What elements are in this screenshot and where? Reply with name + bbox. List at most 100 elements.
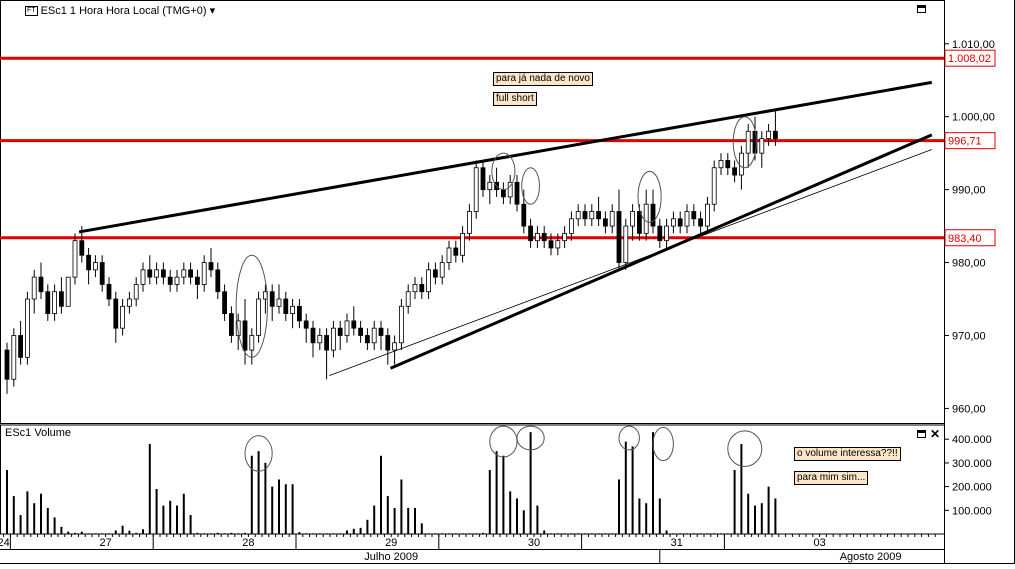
candle	[351, 320, 357, 329]
candle	[174, 276, 180, 285]
candle	[303, 320, 309, 329]
y-tick-label: 960,00	[952, 403, 986, 415]
candle	[548, 240, 554, 249]
annotation-note: o volume interessa??!!	[794, 447, 901, 461]
candle	[208, 262, 214, 271]
x-month-label: Julho 2009	[364, 551, 418, 563]
candle	[487, 181, 493, 191]
candle	[106, 284, 112, 300]
candle	[59, 291, 64, 307]
trendline	[329, 149, 932, 376]
x-day-label: 27	[99, 537, 111, 549]
candle	[466, 211, 472, 234]
volume-highlight-ellipse	[652, 426, 674, 462]
candle	[623, 225, 629, 263]
y-tick-label: 980,00	[952, 258, 986, 270]
candle	[596, 211, 601, 220]
chart-title: ESc1 1 Hora Hora Local (TMG+0)	[40, 5, 207, 17]
candle	[4, 349, 10, 380]
candle	[650, 203, 656, 227]
candle	[507, 181, 513, 198]
x-day-label: 03	[813, 537, 825, 549]
candle	[562, 232, 567, 242]
candle	[120, 305, 125, 329]
candle	[160, 269, 166, 278]
candle	[677, 218, 683, 227]
candle	[133, 284, 139, 300]
candle	[637, 211, 642, 234]
candle	[603, 218, 608, 227]
candle	[439, 262, 445, 278]
highlight-ellipse	[637, 170, 662, 223]
candle	[18, 335, 24, 358]
dropdown-arrow-icon[interactable]: ▾	[209, 5, 216, 17]
candle	[215, 269, 221, 293]
y-tick-label: 990,00	[952, 185, 986, 197]
y-tick-label: 970,00	[952, 330, 986, 342]
candle	[256, 298, 262, 336]
candle	[412, 284, 418, 293]
candle	[344, 320, 350, 336]
price-level-label: 1.008,02	[948, 53, 991, 65]
candle	[140, 269, 146, 285]
candle	[371, 327, 377, 344]
volume-highlight-ellipse	[516, 425, 545, 451]
volume-maximize-icon[interactable]	[917, 430, 926, 438]
candle	[290, 305, 296, 315]
candle	[72, 240, 78, 278]
candle	[698, 218, 703, 227]
price-level-tag: 996,71	[944, 132, 996, 150]
candle	[616, 211, 622, 263]
candle	[671, 218, 676, 227]
candle	[398, 305, 404, 344]
candle	[38, 276, 44, 293]
candle	[147, 269, 153, 278]
candle	[52, 291, 57, 315]
candle	[405, 291, 411, 307]
maximize-icon[interactable]	[917, 5, 926, 13]
candle	[392, 342, 398, 351]
candle	[337, 327, 343, 336]
candle	[283, 298, 289, 315]
candle	[249, 335, 255, 351]
candle	[739, 152, 744, 176]
volume-y-tick-label: 200.000	[952, 482, 992, 494]
price-level-tag: 1.008,02	[944, 49, 996, 67]
candle	[460, 232, 466, 256]
price-level-label: 983,40	[948, 233, 982, 245]
candle	[684, 211, 690, 227]
candle	[269, 291, 275, 307]
candle	[330, 327, 336, 351]
candle	[378, 327, 384, 336]
candle	[154, 269, 160, 278]
highlight-ellipse	[521, 167, 540, 205]
x-day-label: 29	[385, 537, 397, 549]
ft-badge[interactable]: FT	[25, 6, 38, 17]
candle	[446, 247, 452, 263]
candle	[45, 291, 51, 315]
price-level-box	[944, 132, 996, 150]
volume-highlight-ellipse	[489, 425, 518, 458]
annotation-note: para já nada de novo	[493, 72, 593, 86]
candle	[11, 335, 17, 380]
highlight-ellipse	[732, 116, 757, 169]
candle	[228, 313, 234, 336]
candle	[500, 189, 506, 198]
x-day-label: 31	[671, 537, 683, 549]
candle	[79, 240, 85, 256]
candle	[222, 291, 228, 315]
trendline	[389, 133, 933, 370]
candle	[242, 320, 248, 351]
candle	[201, 262, 207, 285]
candle	[718, 160, 724, 169]
candle	[480, 167, 486, 191]
candle	[473, 167, 479, 212]
candle	[643, 203, 649, 234]
trendline	[78, 80, 933, 234]
candle	[705, 203, 710, 227]
candle	[113, 298, 119, 329]
candle	[99, 262, 105, 285]
close-icon[interactable]: ✕	[930, 427, 941, 441]
candle	[535, 232, 540, 242]
candle	[188, 269, 194, 278]
